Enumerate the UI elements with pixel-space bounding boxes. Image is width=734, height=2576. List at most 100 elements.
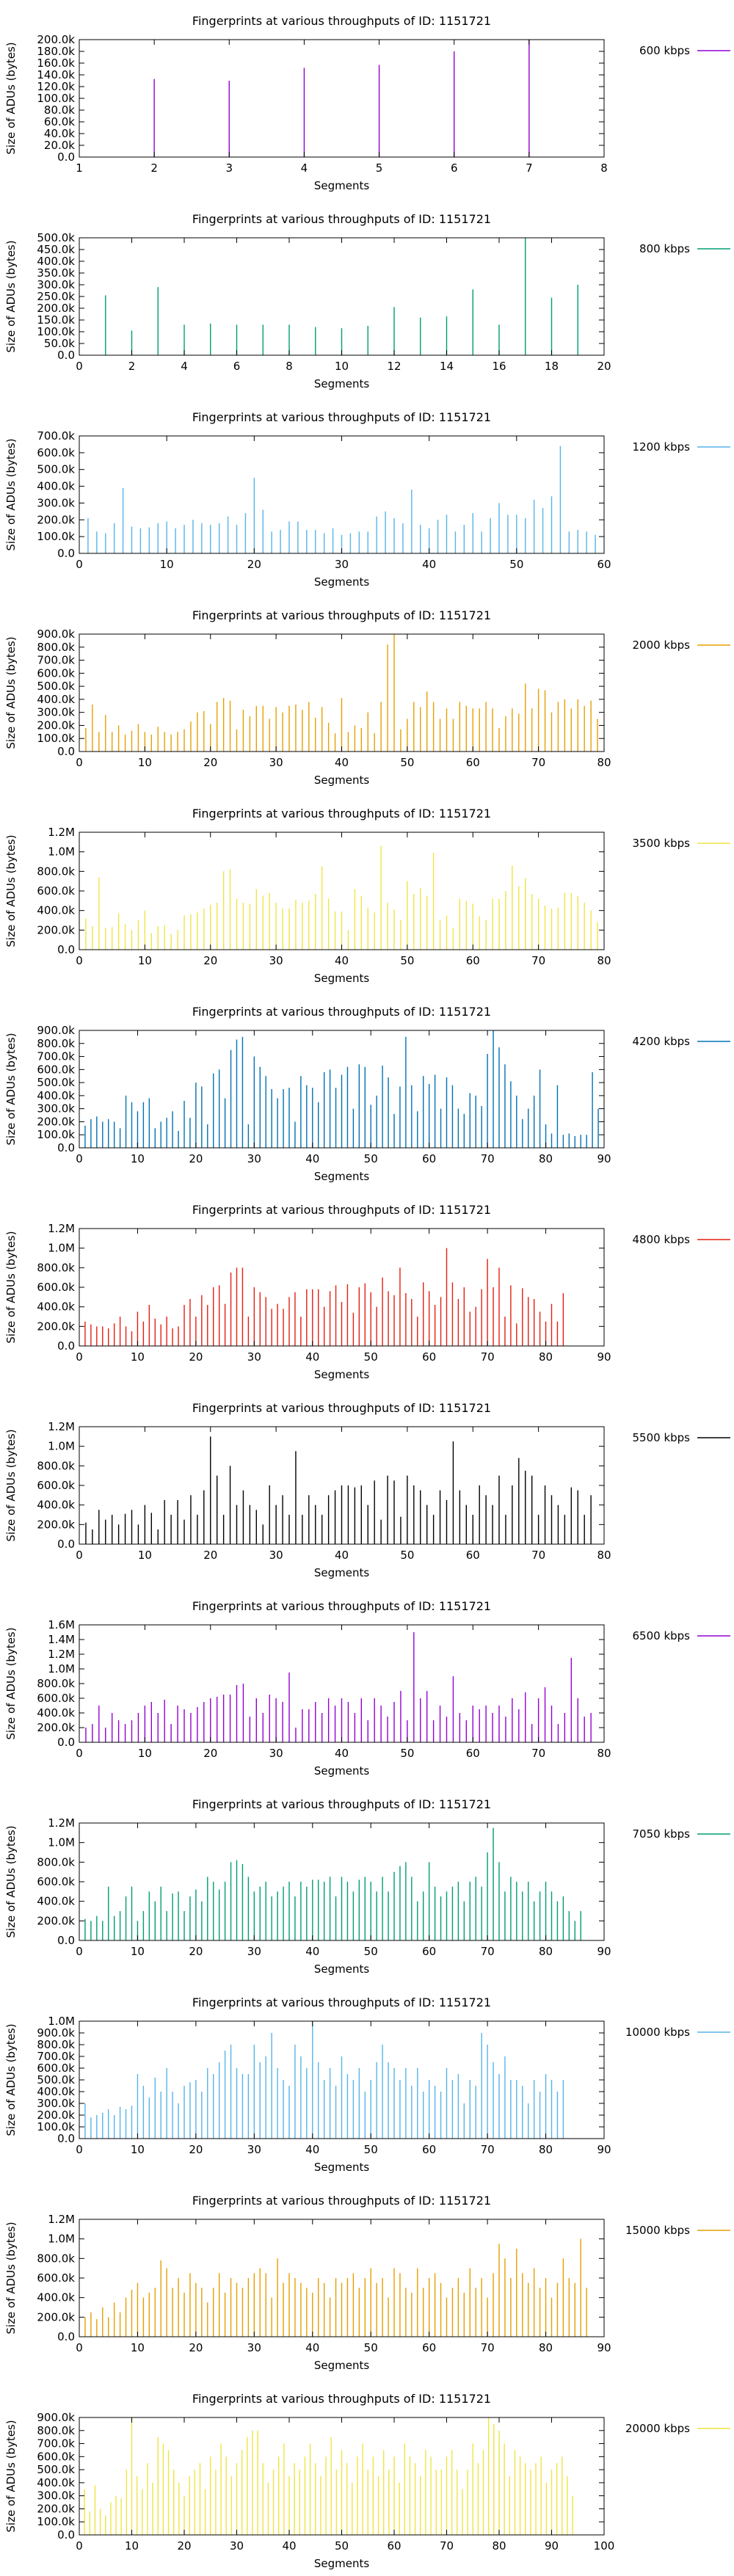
y-axis-label: Size of ADUs (bytes)	[4, 1429, 18, 1541]
y-tick-label: 500.0k	[37, 1076, 75, 1089]
chart-panel: Fingerprints at various throughputs of I…	[4, 2194, 730, 2372]
y-axis-label: Size of ADUs (bytes)	[4, 1627, 18, 1739]
y-tick-label: 800.0k	[37, 2252, 75, 2265]
y-tick-label: 100.0k	[37, 92, 75, 105]
y-tick-label: 0.0	[57, 943, 75, 956]
chart-panel: Fingerprints at various throughputs of I…	[4, 1797, 730, 1976]
y-tick-label: 350.0k	[37, 266, 75, 280]
y-tick-label: 1.0M	[48, 1242, 75, 1255]
x-tick-label: 60	[466, 1549, 480, 1562]
plot-frame	[79, 2020, 605, 2139]
chart-title: Fingerprints at various throughputs of I…	[192, 1401, 491, 1415]
y-tick-label: 1.0M	[48, 2015, 75, 2028]
x-tick-label: 20	[203, 756, 217, 769]
y-tick-label: 400.0k	[37, 1300, 75, 1314]
x-tick-label: 40	[335, 1747, 349, 1760]
x-tick-label: 8	[600, 161, 608, 175]
y-tick-label: 100.0k	[37, 1128, 75, 1141]
x-tick-label: 100	[594, 2539, 615, 2553]
x-tick-label: 10	[131, 1945, 145, 1958]
x-tick-label: 40	[305, 1350, 319, 1364]
y-tick-label: 600.0k	[37, 1692, 75, 1705]
x-tick-label: 2	[128, 360, 136, 373]
y-tick-label: 0.0	[57, 2330, 75, 2343]
x-tick-label: 30	[269, 1747, 283, 1760]
x-tick-label: 90	[597, 1152, 611, 1165]
x-tick-label: 50	[400, 1549, 414, 1562]
chart-panel: Fingerprints at various throughputs of I…	[4, 1203, 730, 1381]
x-tick-label: 80	[539, 1350, 553, 1364]
chart-panel: Fingerprints at various throughputs of I…	[4, 1995, 730, 2174]
x-tick-label: 50	[364, 1350, 378, 1364]
x-tick-label: 70	[531, 1549, 545, 1562]
x-tick-label: 90	[597, 1350, 611, 1364]
y-tick-label: 100.0k	[37, 732, 75, 745]
x-tick-label: 3	[226, 161, 233, 175]
y-tick-label: 200.0k	[37, 2502, 75, 2515]
x-tick-label: 80	[492, 2539, 506, 2553]
plot-frame	[79, 1030, 605, 1149]
x-tick-label: 50	[509, 558, 523, 571]
chart-panel: Fingerprints at various throughputs of I…	[4, 608, 730, 787]
legend-label: 4800 kbps	[633, 1233, 691, 1246]
y-tick-label: 800.0k	[37, 1677, 75, 1690]
y-tick-label: 0.0	[57, 150, 75, 164]
x-tick-label: 80	[597, 1747, 611, 1760]
x-tick-label: 40	[335, 1549, 349, 1562]
x-tick-label: 2	[150, 161, 158, 175]
x-axis-label: Segments	[314, 1170, 370, 1183]
x-tick-label: 90	[597, 1945, 611, 1958]
y-tick-label: 0.0	[57, 1934, 75, 1947]
x-tick-label: 70	[531, 1747, 545, 1760]
x-tick-label: 0	[76, 558, 83, 571]
x-tick-label: 10	[138, 1747, 152, 1760]
x-tick-label: 30	[335, 558, 349, 571]
x-tick-label: 5	[376, 161, 383, 175]
chart-title: Fingerprints at various throughputs of I…	[192, 1203, 491, 1217]
y-tick-label: 1.2M	[48, 1648, 75, 1661]
y-axis-label: Size of ADUs (bytes)	[4, 834, 18, 947]
x-tick-label: 16	[492, 360, 506, 373]
x-tick-label: 80	[539, 2143, 553, 2156]
legend-label: 6500 kbps	[633, 1629, 691, 1642]
y-tick-label: 1.0M	[48, 1440, 75, 1453]
x-tick-label: 0	[76, 1152, 83, 1165]
x-tick-label: 20	[203, 954, 217, 967]
x-tick-label: 0	[76, 2143, 83, 2156]
y-tick-label: 300.0k	[37, 2097, 75, 2110]
x-tick-label: 60	[422, 1350, 436, 1364]
x-tick-label: 40	[335, 756, 349, 769]
y-tick-label: 0.0	[57, 2528, 75, 2542]
x-tick-label: 6	[233, 360, 241, 373]
x-tick-label: 80	[597, 1549, 611, 1562]
x-tick-label: 50	[400, 756, 414, 769]
x-tick-label: 70	[481, 1350, 495, 1364]
x-tick-label: 90	[545, 2539, 559, 2553]
x-axis-label: Segments	[314, 1764, 370, 1778]
y-tick-label: 0.0	[57, 1339, 75, 1353]
y-tick-label: 50.0k	[44, 337, 75, 350]
y-axis-label: Size of ADUs (bytes)	[4, 1033, 18, 1145]
y-tick-label: 400.0k	[37, 2476, 75, 2489]
y-tick-label: 1.6M	[48, 1618, 75, 1631]
y-tick-label: 0.0	[57, 2132, 75, 2145]
x-tick-label: 60	[422, 2143, 436, 2156]
y-axis-label: Size of ADUs (bytes)	[4, 1825, 18, 1938]
x-tick-label: 50	[400, 954, 414, 967]
y-tick-label: 160.0k	[37, 57, 75, 70]
y-tick-label: 180.0k	[37, 45, 75, 58]
y-tick-label: 400.0k	[37, 480, 75, 493]
y-tick-label: 100.0k	[37, 325, 75, 338]
chart-title: Fingerprints at various throughputs of I…	[192, 608, 491, 622]
x-tick-label: 10	[335, 360, 349, 373]
x-tick-label: 0	[76, 1350, 83, 1364]
y-tick-label: 20.0k	[44, 139, 75, 152]
y-tick-label: 400.0k	[37, 1089, 75, 1102]
y-tick-label: 900.0k	[37, 2026, 75, 2040]
x-tick-label: 50	[364, 1945, 378, 1958]
x-tick-label: 0	[76, 954, 83, 967]
plot-frame	[79, 1822, 605, 1941]
x-tick-label: 80	[539, 2341, 553, 2354]
x-tick-label: 20	[189, 2143, 203, 2156]
plot-frame	[79, 2417, 605, 2536]
